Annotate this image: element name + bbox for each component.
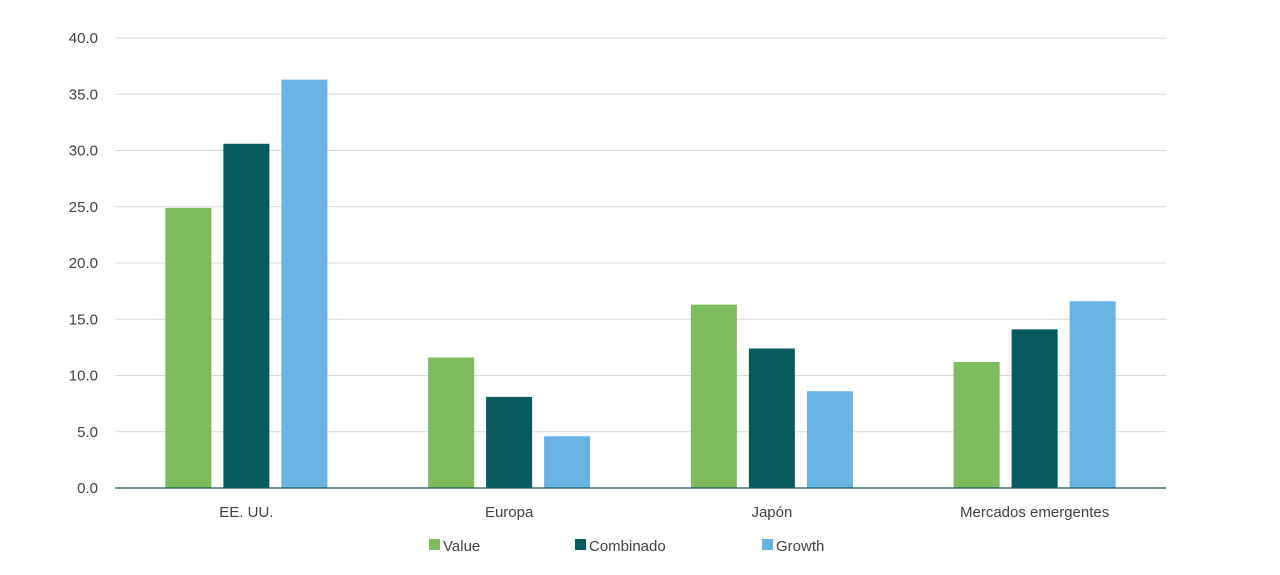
bars <box>165 79 1116 488</box>
bar-value <box>953 362 1000 488</box>
bar-combinado <box>223 143 270 488</box>
bar-combinado <box>1011 329 1058 488</box>
y-axis-tick-labels: 0.0 5.0 10.0 15.0 20.0 25.0 30.0 35.0 40.0 <box>69 30 98 497</box>
bar-value <box>165 207 212 488</box>
bar-combinado <box>748 348 795 488</box>
x-axis-category-labels: EE. UU. Europa Japón Mercados emergentes <box>219 504 1109 521</box>
y-tick-label: 20.0 <box>69 255 98 272</box>
legend-swatch-growth <box>762 539 773 550</box>
x-category-label: Mercados emergentes <box>960 504 1109 521</box>
y-tick-label: 25.0 <box>69 199 98 216</box>
bar-value <box>428 357 475 488</box>
legend-swatch-combinado <box>575 539 586 550</box>
y-tick-label: 10.0 <box>69 368 98 385</box>
bar-growth <box>806 391 853 488</box>
legend: Value Combinado Growth <box>429 538 824 555</box>
y-tick-label: 15.0 <box>69 311 98 328</box>
bar-value <box>690 304 737 488</box>
bar-growth <box>281 79 328 488</box>
x-category-label: Europa <box>485 504 534 521</box>
legend-label-value: Value <box>443 538 480 555</box>
legend-label-combinado: Combinado <box>589 538 666 555</box>
x-category-label: Japón <box>751 504 792 521</box>
gridlines <box>115 37 1166 433</box>
y-tick-label: 40.0 <box>69 30 98 47</box>
y-tick-label: 5.0 <box>77 424 98 441</box>
bar-growth <box>1069 301 1116 488</box>
y-tick-label: 35.0 <box>69 86 98 103</box>
legend-swatch-value <box>429 539 440 550</box>
legend-label-growth: Growth <box>776 538 824 555</box>
bar-growth <box>544 436 591 488</box>
y-tick-label: 30.0 <box>69 143 98 160</box>
bar-combinado <box>486 396 533 488</box>
y-tick-label: 0.0 <box>77 480 98 497</box>
x-category-label: EE. UU. <box>219 504 273 521</box>
